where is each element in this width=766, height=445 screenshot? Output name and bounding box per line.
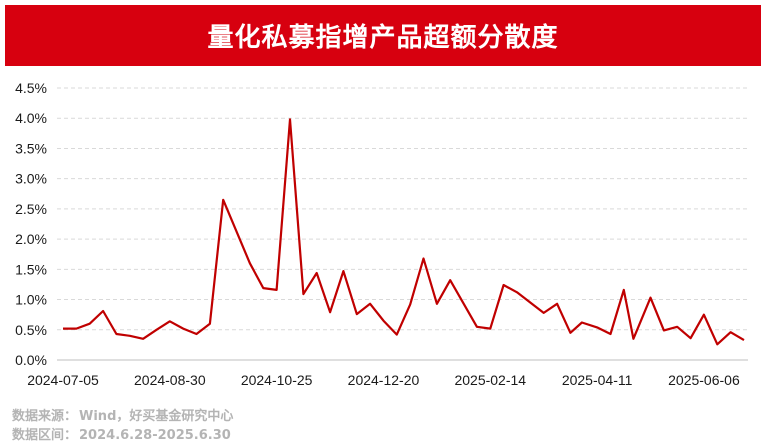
footer-source: 数据来源： Wind，好买基金研究中心 [12,405,233,424]
range-value: 2024.6.28-2025.6.30 [79,428,231,443]
y-tick-label: 0.5% [15,322,47,338]
y-tick-label: 0.0% [15,352,47,368]
y-tick-label: 1.5% [15,261,47,277]
x-tick-label: 2024-07-05 [27,372,99,388]
source-value: Wind，好买基金研究中心 [79,409,234,424]
x-tick-label: 2025-06-06 [668,372,740,388]
x-tick-label: 2025-04-11 [562,372,633,388]
x-tick-label: 2024-10-25 [241,372,313,388]
y-tick-label: 2.0% [15,231,47,247]
y-axis-ticks: 0.0% 0.5% 1.0% 1.5% 2.0% 2.5% 3.0% 3.5% 4.0% 4.5% [15,80,47,368]
y-tick-label: 4.0% [15,110,47,126]
y-tick-label: 3.5% [15,140,47,156]
y-tick-label: 1.0% [15,292,47,308]
x-tick-label: 2024-08-30 [134,372,206,388]
y-tick-label: 3.0% [15,171,47,187]
x-tick-label: 2024-12-20 [348,372,420,388]
x-tick-label: 2025-02-14 [454,372,526,388]
title-banner: 量化私募指增产品超额分散度 [5,5,761,66]
source-label: 数据来源： [12,409,78,424]
x-axis-ticks: 2024-07-05 2024-08-30 2024-10-25 2024-12-20… [27,372,740,388]
grid-lines [57,87,748,331]
y-tick-label: 4.5% [15,80,47,96]
line-chart: 0.0% 0.5% 1.0% 1.5% 2.0% 2.5% 3.0% 3.5% 4.0% 4.5%… [15,80,748,388]
footer-range: 数据区间： 2024.6.28-2025.6.30 [12,424,231,443]
y-tick-label: 2.5% [15,201,47,217]
range-label: 数据区间： [12,428,78,443]
chart-title: 量化私募指增产品超额分散度 [207,23,559,53]
series-line-dispersion [63,118,745,346]
